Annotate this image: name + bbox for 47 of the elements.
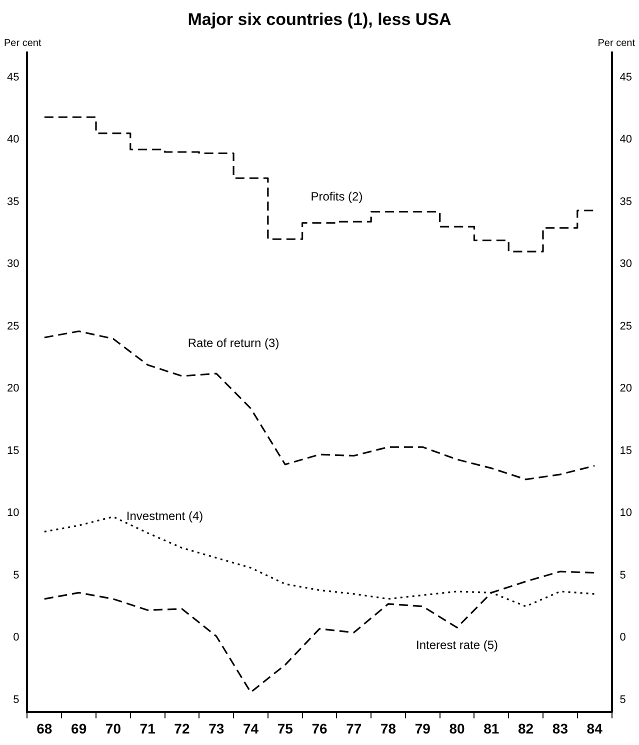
y2-tick-label: 25: [620, 320, 632, 332]
x-tick-label: 69: [71, 720, 87, 736]
x-tick-label: 72: [174, 720, 190, 736]
x-tick-label: 68: [36, 720, 52, 736]
x-tick-label: 71: [140, 720, 156, 736]
x-tick-label: 84: [586, 720, 603, 736]
y2-tick-label: 10: [620, 507, 632, 520]
x-tick-label: 82: [518, 720, 534, 736]
y-axis-title: Per cent: [4, 38, 42, 50]
y2-tick-label: 45: [620, 71, 632, 84]
series-label: Profits (2): [310, 189, 363, 204]
x-tick-label: 73: [208, 720, 224, 736]
series-label: Interest rate (5): [416, 638, 498, 652]
y2-tick-label: 30: [620, 258, 632, 270]
chart-title: Major six countries (1), less USA: [188, 10, 452, 29]
y-tick-label: 30: [6, 258, 20, 270]
y-tick-label: 20: [6, 382, 20, 395]
y2-tick-label: 35: [620, 196, 632, 208]
y2-tick-label: 40: [620, 134, 632, 146]
y-tick-label: 45: [6, 71, 20, 84]
x-tick-label: 70: [105, 720, 122, 736]
y2-tick-label: 5: [620, 694, 626, 706]
y2-axis-title: Per cent: [598, 38, 636, 50]
y2-tick-label: 5: [620, 569, 626, 582]
text: Rate of return (3): [188, 336, 280, 350]
x-tick-label: 83: [552, 720, 568, 736]
y-tick-label: 5: [13, 694, 20, 706]
x-tick-label: 75: [277, 720, 294, 736]
x-tick-label: 77: [346, 720, 362, 736]
y-tick-label: 5: [13, 569, 20, 582]
y-tick-label: 40: [6, 134, 20, 146]
y-tick-label: 15: [6, 444, 20, 457]
y2-tick-label: 15: [620, 444, 632, 457]
x-tick-label: 80: [449, 720, 466, 736]
x-tick-label: 81: [484, 720, 500, 736]
series-label: Investment (4): [126, 509, 204, 524]
y2-tick-label: 0: [620, 632, 626, 644]
y2-tick-label: 20: [620, 382, 632, 395]
y-tick-label: 35: [6, 196, 20, 208]
y-tick-label: 25: [6, 320, 20, 332]
x-tick-label: 78: [380, 720, 396, 736]
y-tick-label: 10: [6, 507, 20, 520]
x-tick-label: 74: [242, 720, 259, 736]
x-tick-label: 79: [414, 720, 431, 736]
y-tick-label: 0: [13, 632, 20, 644]
line-series: [44, 330, 596, 480]
x-tick-label: 76: [312, 720, 328, 736]
